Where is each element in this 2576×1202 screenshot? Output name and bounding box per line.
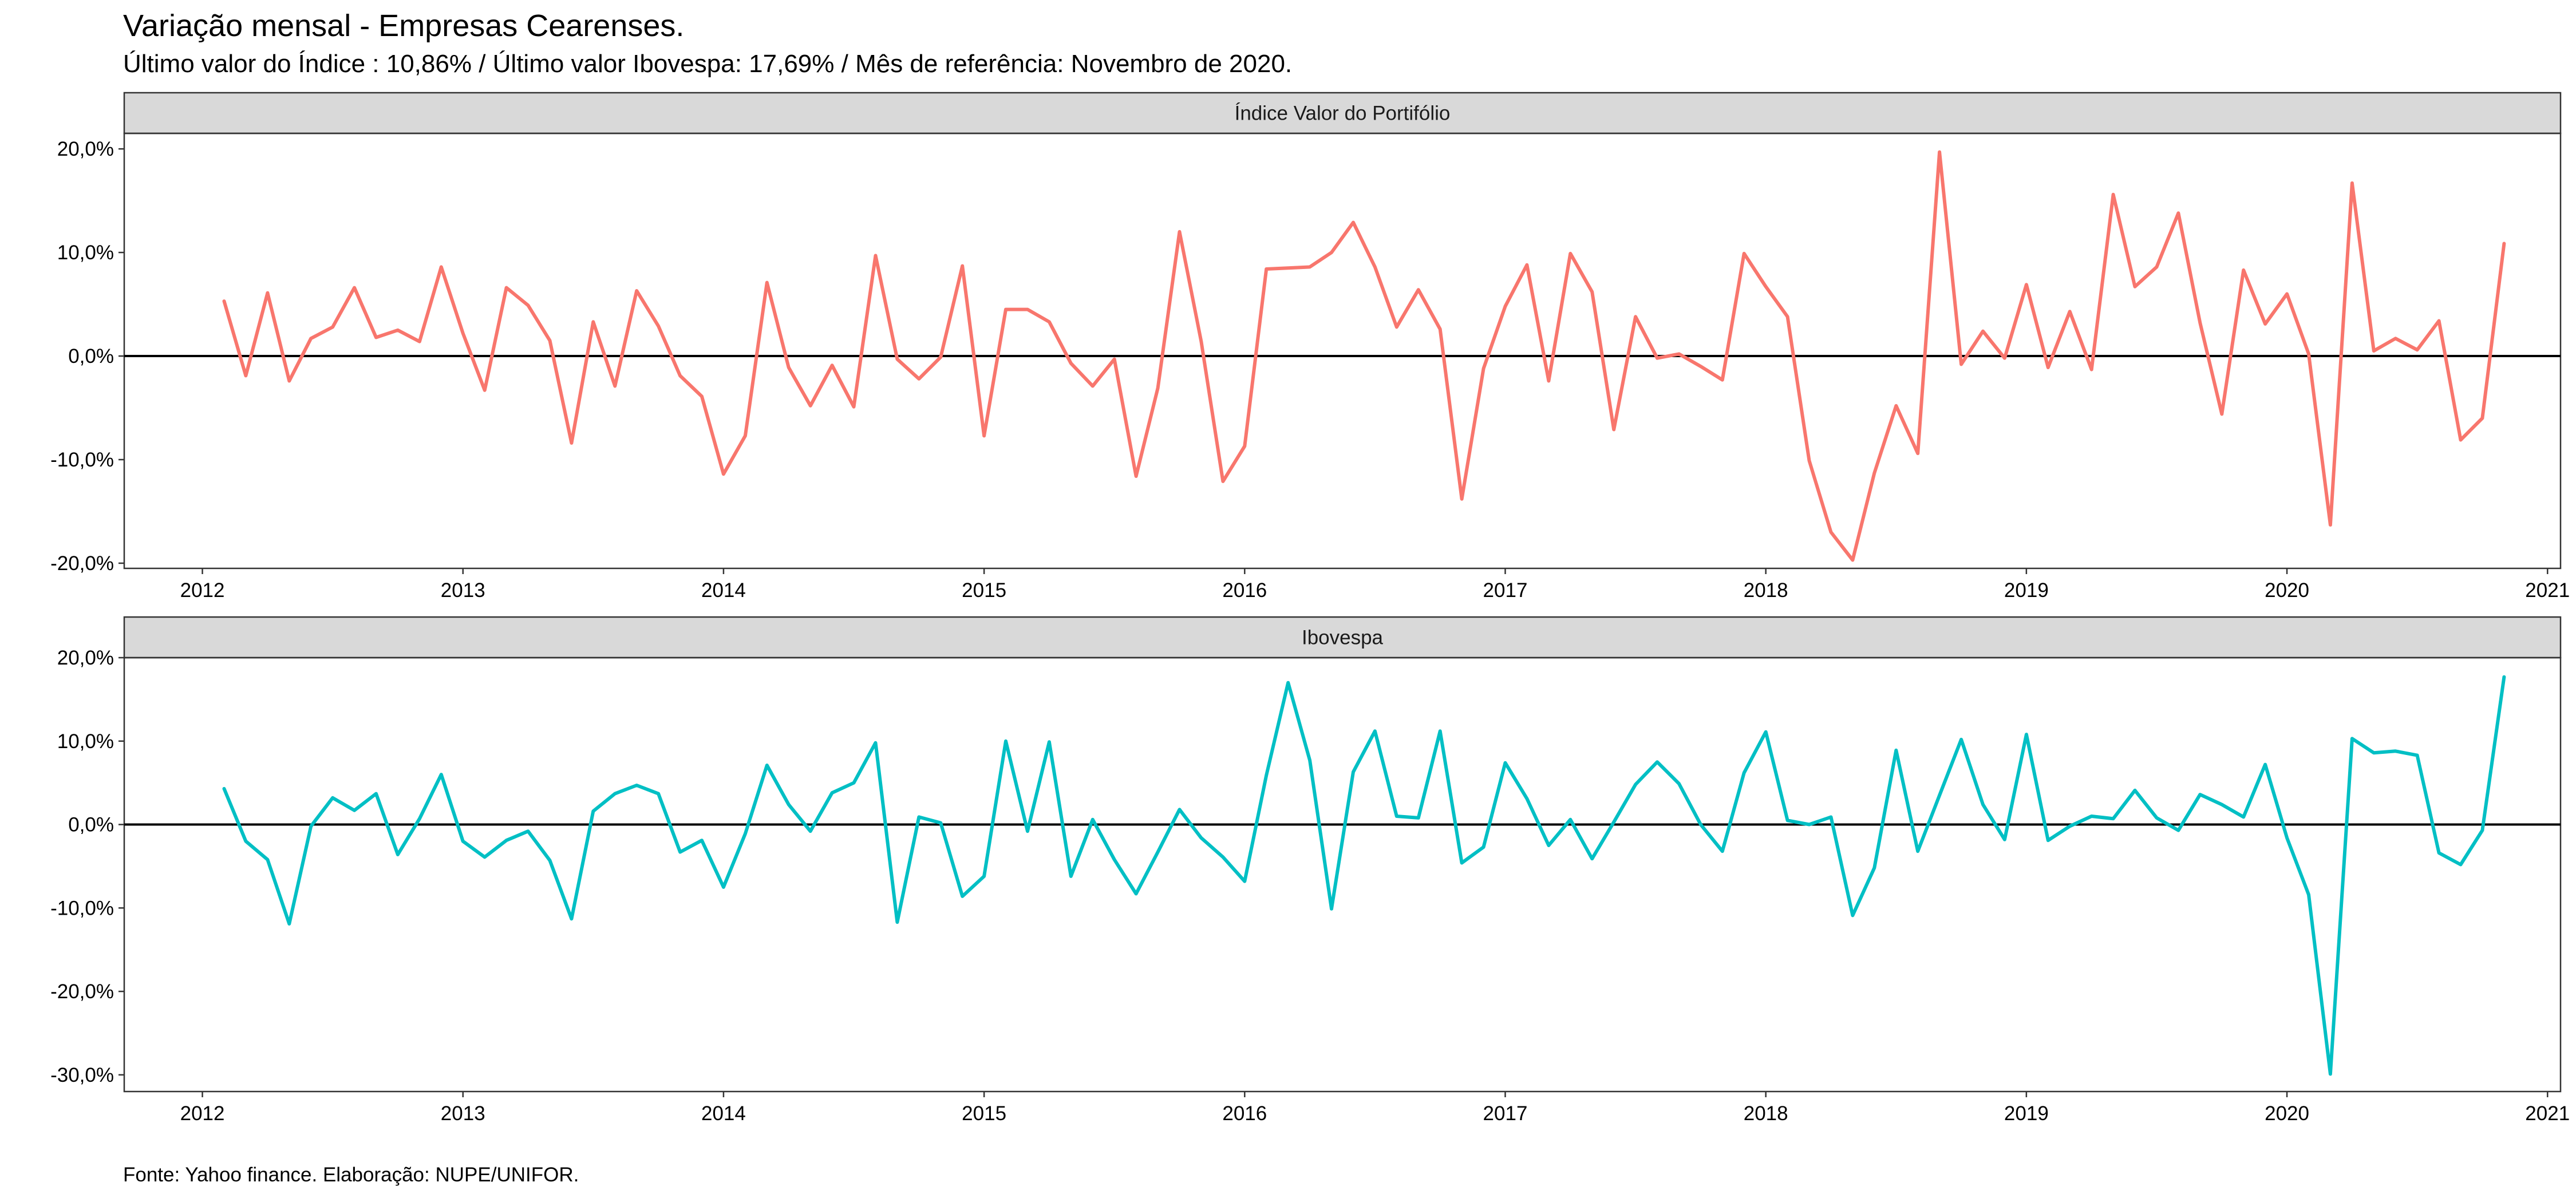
y-tick-label: -30,0%: [50, 1064, 114, 1086]
series-line-indice: [222, 150, 2506, 562]
x-tick-label: 2016: [1222, 1102, 1267, 1125]
x-tick-label: 2013: [441, 579, 485, 602]
x-tick-label: 2012: [180, 579, 225, 602]
y-tick-label: 20,0%: [57, 647, 114, 669]
x-tick-label: 2018: [1744, 1102, 1788, 1125]
x-tick-label: 2013: [441, 1102, 485, 1125]
x-tick-label: 2017: [1483, 579, 1528, 602]
x-tick-label: 2017: [1483, 1102, 1528, 1125]
plot-frame: [123, 132, 2562, 570]
y-tick-label: 10,0%: [57, 242, 114, 264]
y-tick-label: 0,0%: [68, 814, 114, 836]
y-tick-label: -20,0%: [50, 980, 114, 1003]
x-tick-label: 2015: [962, 1102, 1006, 1125]
y-tick-label: -10,0%: [50, 449, 114, 471]
x-tick-label: 2019: [2004, 1102, 2049, 1125]
plot-frame: [123, 657, 2562, 1093]
x-tick-label: 2012: [180, 1102, 225, 1125]
x-tick-label: 2014: [701, 579, 746, 602]
y-tick-label: -10,0%: [50, 897, 114, 919]
y-tick-label: 20,0%: [57, 138, 114, 160]
y-tick-label: 0,0%: [68, 345, 114, 367]
chart-title: Variação mensal - Empresas Cearenses.: [123, 9, 685, 43]
x-tick-label: 2020: [2265, 579, 2309, 602]
panel-strip-title: Índice Valor do Portifólio: [1235, 102, 1451, 125]
panel-strip-title: Ibovespa: [1302, 627, 1384, 649]
x-tick-label: 2016: [1222, 579, 1267, 602]
x-tick-label: 2021: [2525, 579, 2570, 602]
chart-subtitle: Último valor do Índice : 10,86% / Último…: [123, 50, 1293, 78]
x-tick-label: 2018: [1744, 579, 1788, 602]
x-tick-label: 2019: [2004, 579, 2049, 602]
x-tick-label: 2015: [962, 579, 1006, 602]
panel-indice: Índice Valor do Portifólio 20,0% 10,0% 0,0%…: [50, 92, 2570, 602]
y-tick-label: 10,0%: [57, 730, 114, 753]
y-tick-label: -20,0%: [50, 552, 114, 575]
series-line-ibovespa: [222, 675, 2506, 1076]
panel-ibovespa: Ibovespa 20,0% 10,0% 0,0% -10,0% -20,0% -30,0%…: [50, 616, 2570, 1125]
chart-caption: Fonte: Yahoo finance. Elaboração: NUPE/U…: [123, 1164, 579, 1186]
x-tick-label: 2014: [701, 1102, 746, 1125]
x-tick-label: 2020: [2265, 1102, 2309, 1125]
panel-strip: [123, 616, 2562, 659]
x-tick-label: 2021: [2525, 1102, 2570, 1125]
